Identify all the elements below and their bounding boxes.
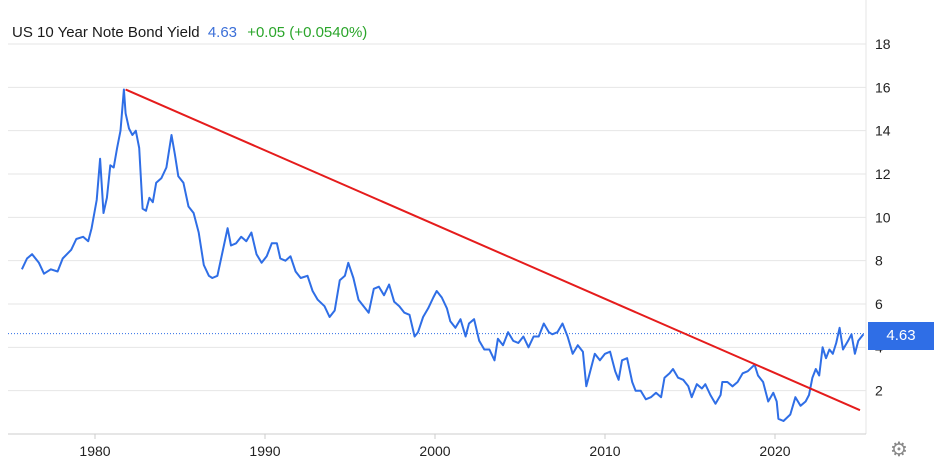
x-tick-label: 1990 — [249, 443, 280, 459]
y-tick-label: 16 — [875, 79, 891, 95]
chart-header: US 10 Year Note Bond Yield 4.63 +0.05 (+… — [12, 24, 367, 41]
x-tick-label: 2000 — [419, 443, 450, 459]
y-tick-label: 6 — [875, 296, 883, 312]
yield-series-line — [20, 88, 865, 422]
chart-title: US 10 Year Note Bond Yield — [12, 24, 200, 41]
y-tick-label: 12 — [875, 166, 891, 182]
price-change: +0.05 (+0.0540%) — [247, 24, 368, 41]
gear-icon[interactable]: ⚙ — [890, 439, 908, 461]
y-tick-label: 14 — [875, 123, 891, 139]
trendline — [125, 88, 861, 412]
y-tick-label: 10 — [875, 209, 891, 225]
current-price-tag: 4.63 — [868, 322, 934, 350]
y-axis: 24681012141618 — [875, 36, 891, 399]
y-tick-label: 8 — [875, 253, 883, 269]
x-axis: 1980 1990 2000 2010 2020 — [79, 434, 791, 459]
x-tick-label: 2020 — [759, 443, 790, 459]
grid-lines — [8, 0, 867, 434]
x-tick-label: 1980 — [79, 443, 110, 459]
y-tick-label: 2 — [875, 383, 883, 399]
y-tick-label: 18 — [875, 36, 891, 52]
current-price: 4.63 — [207, 24, 238, 41]
x-tick-label: 2010 — [589, 443, 620, 459]
